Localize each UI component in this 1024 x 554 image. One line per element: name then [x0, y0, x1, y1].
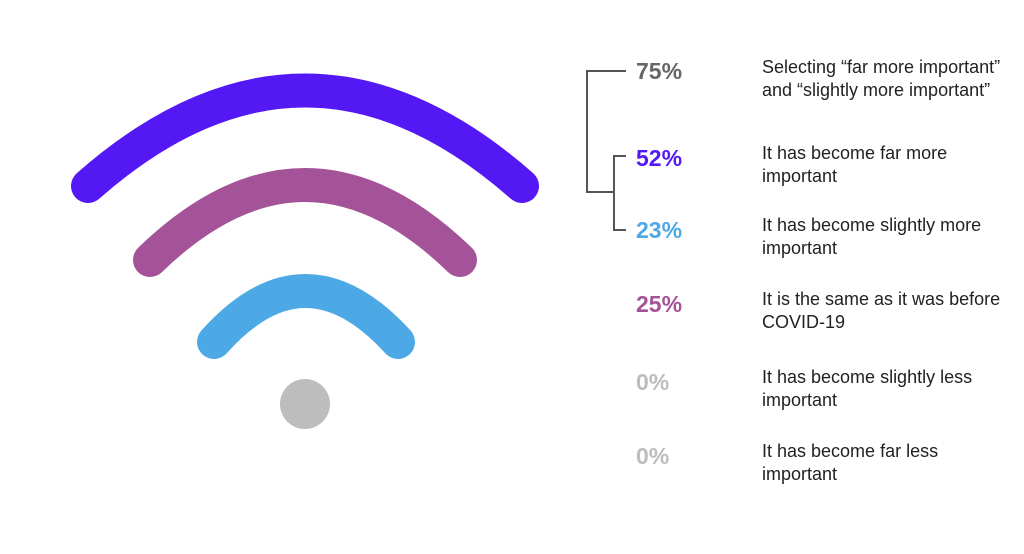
- label-75: Selecting “far more important” and “slig…: [762, 57, 1001, 100]
- inner-arc: [197, 274, 415, 359]
- pct-52: 52%: [636, 145, 683, 171]
- label-0-far: It has become far less important: [762, 441, 939, 484]
- bracket-inner: [613, 155, 626, 231]
- pct-25: 25%: [636, 291, 683, 317]
- label-25: It is the same as it was before COVID-19: [762, 289, 1001, 332]
- bracket-outer: [586, 70, 626, 193]
- label-0-slightly: It has become slightly less important: [762, 367, 973, 410]
- pct-0-slightly: 0%: [636, 369, 670, 395]
- center-dot: [280, 379, 330, 429]
- label-52: It has become far more important: [762, 143, 948, 186]
- pct-75: 75%: [636, 58, 683, 84]
- middle-arc: [133, 168, 477, 277]
- label-23: It has become slightly more important: [762, 215, 982, 258]
- pct-23: 23%: [636, 217, 683, 243]
- pct-0-far: 0%: [636, 443, 670, 469]
- outer-arc: [71, 73, 539, 203]
